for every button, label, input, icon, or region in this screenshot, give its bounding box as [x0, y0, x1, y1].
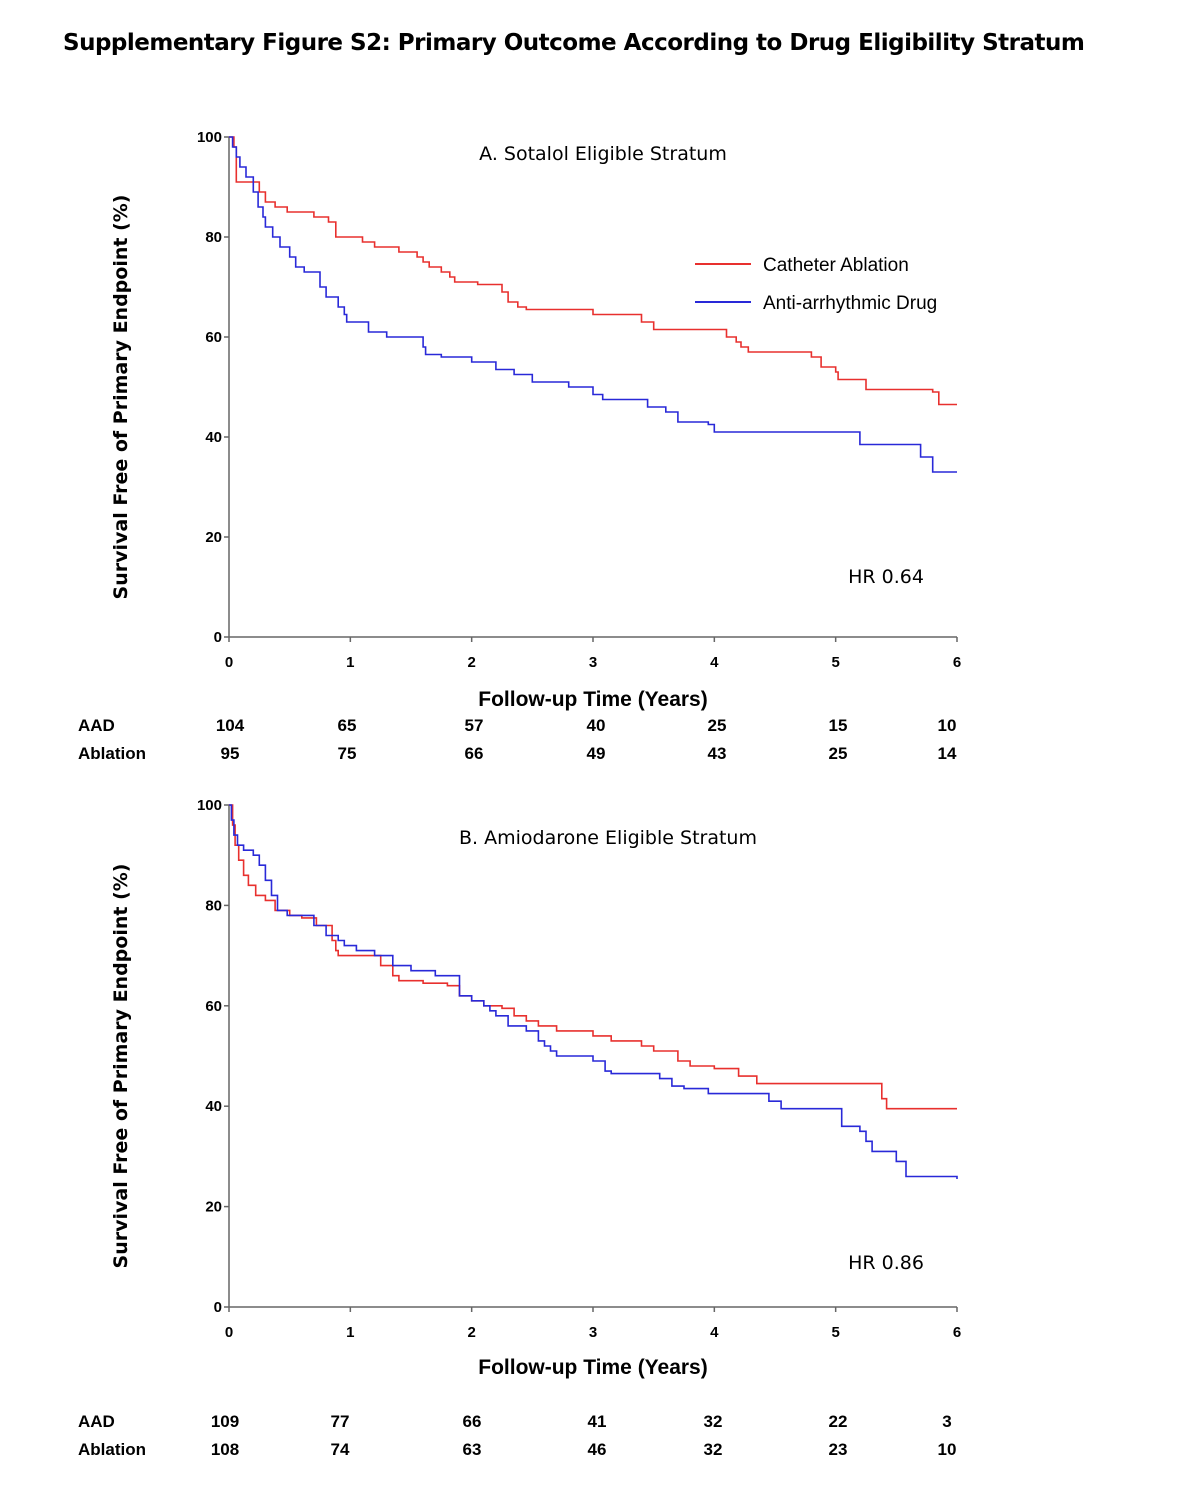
y-tick-label: 40	[205, 429, 222, 446]
at-risk-row-label: Ablation	[78, 1440, 146, 1459]
x-tick-label: 3	[589, 654, 597, 671]
chart-panel-a: 0 20 40 60 80 100 0 1 2 3 4 5 6 Follow-up Time (Years…	[78, 129, 961, 763]
y-axis-title: Survival Free of Primary Endpoint (%)	[110, 195, 132, 600]
at-risk-count: 40	[587, 716, 606, 735]
at-risk-count: 95	[221, 744, 240, 763]
y-tick-label: 40	[205, 1098, 222, 1115]
y-axis-title: Survival Free of Primary Endpoint (%)	[110, 864, 132, 1269]
at-risk-count: 46	[588, 1440, 607, 1459]
y-tick-label: 80	[205, 897, 222, 914]
at-risk-row-label: AAD	[78, 716, 115, 735]
at-risk-count: 14	[938, 744, 957, 763]
x-tick-label: 0	[225, 1324, 233, 1341]
at-risk-count: 3	[942, 1412, 951, 1431]
at-risk-row-label: Ablation	[78, 744, 146, 763]
at-risk-count: 63	[463, 1440, 482, 1459]
y-tick-label: 0	[214, 629, 222, 646]
series-line-catheter-ablation	[229, 804, 957, 1110]
panel-title: A. Sotalol Eligible Stratum	[479, 143, 727, 165]
at-risk-count: 104	[216, 716, 245, 735]
y-tick-label: 100	[197, 797, 222, 814]
at-risk-count: 65	[338, 716, 357, 735]
figure-title: Supplementary Figure S2: Primary Outcome…	[63, 30, 1085, 56]
at-risk-row-label: AAD	[78, 1412, 115, 1431]
at-risk-count: 25	[829, 744, 848, 763]
x-tick-label: 6	[953, 654, 961, 671]
hazard-ratio-annotation: HR 0.86	[848, 1252, 924, 1274]
x-axis-title: Follow-up Time (Years)	[478, 688, 707, 711]
at-risk-count: 25	[708, 716, 727, 735]
x-tick-label: 2	[467, 1324, 475, 1341]
x-tick-label: 4	[710, 654, 719, 671]
at-risk-count: 57	[465, 716, 484, 735]
at-risk-count: 43	[708, 744, 727, 763]
legend-label: Anti-arrhythmic Drug	[763, 293, 937, 314]
series-line-anti-arrhythmic-drug	[229, 136, 957, 473]
x-tick-label: 0	[225, 654, 233, 671]
x-tick-label: 5	[831, 1324, 839, 1341]
at-risk-count: 66	[465, 744, 484, 763]
legend-label: Catheter Ablation	[763, 255, 909, 276]
at-risk-count: 109	[211, 1412, 239, 1431]
at-risk-count: 66	[463, 1412, 482, 1431]
at-risk-count: 32	[704, 1412, 723, 1431]
at-risk-count: 41	[588, 1412, 607, 1431]
at-risk-count: 77	[331, 1412, 350, 1431]
series-line-anti-arrhythmic-drug	[229, 804, 958, 1179]
series-line-catheter-ablation	[229, 136, 957, 406]
at-risk-count: 32	[704, 1440, 723, 1459]
y-tick-label: 60	[205, 329, 222, 346]
y-tick-label: 80	[205, 229, 222, 246]
y-tick-label: 20	[205, 529, 222, 546]
y-tick-label: 100	[197, 129, 222, 146]
at-risk-count: 22	[829, 1412, 848, 1431]
panel-title: B. Amiodarone Eligible Stratum	[459, 827, 757, 849]
at-risk-count: 23	[829, 1440, 848, 1459]
at-risk-count: 10	[938, 1440, 957, 1459]
at-risk-count: 15	[829, 716, 848, 735]
at-risk-count: 108	[211, 1440, 239, 1459]
hazard-ratio-annotation: HR 0.64	[848, 566, 924, 588]
x-tick-label: 2	[467, 654, 475, 671]
x-tick-label: 3	[589, 1324, 597, 1341]
x-tick-label: 1	[346, 1324, 354, 1341]
y-tick-label: 20	[205, 1199, 222, 1216]
at-risk-count: 75	[338, 744, 357, 763]
y-tick-label: 60	[205, 998, 222, 1015]
at-risk-count: 10	[938, 716, 957, 735]
at-risk-count: 74	[331, 1440, 350, 1459]
at-risk-count: 49	[587, 744, 606, 763]
y-tick-label: 0	[214, 1299, 222, 1316]
x-tick-label: 4	[710, 1324, 719, 1341]
x-tick-label: 1	[346, 654, 354, 671]
x-axis-title: Follow-up Time (Years)	[478, 1356, 707, 1379]
x-tick-label: 6	[953, 1324, 961, 1341]
x-tick-label: 5	[831, 654, 839, 671]
